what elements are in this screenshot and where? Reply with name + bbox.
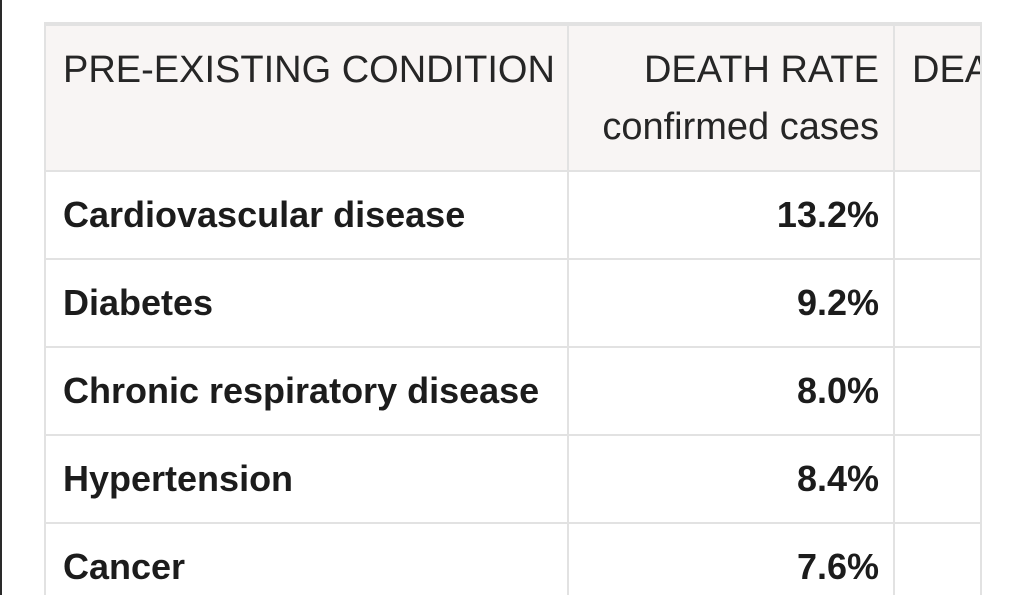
header-death-rate-label: DEATH RATE	[643, 49, 879, 91]
third-column-cell	[895, 260, 980, 346]
third-column-cell	[895, 524, 980, 595]
death-rate-cell: 9.2%	[796, 282, 879, 323]
table-row: Diabetes 9.2%	[46, 260, 980, 348]
header-condition[interactable]: PRE-EXISTING CONDITION	[46, 26, 569, 170]
death-rate-table: PRE-EXISTING CONDITION DEATH RATE confir…	[44, 22, 982, 595]
third-column-cell	[895, 348, 980, 434]
condition-cell: Cardiovascular disease	[63, 194, 466, 235]
table-header-row: PRE-EXISTING CONDITION DEATH RATE confir…	[46, 26, 980, 172]
death-rate-cell: 8.4%	[796, 458, 879, 499]
condition-cell: Diabetes	[63, 282, 214, 323]
column-divider	[567, 26, 569, 595]
table-row: Chronic respiratory disease 8.0%	[46, 348, 980, 436]
condition-cell: Cancer	[63, 546, 186, 587]
header-third-column[interactable]: DEA	[895, 26, 980, 170]
header-third-label: DEA	[912, 49, 980, 91]
third-column-cell	[895, 436, 980, 522]
table-row: Cardiovascular disease 13.2%	[46, 172, 980, 260]
header-death-rate-sublabel: confirmed cases	[602, 106, 879, 148]
header-condition-label: PRE-EXISTING CONDITION	[63, 49, 555, 91]
header-death-rate[interactable]: DEATH RATE confirmed cases	[569, 26, 895, 170]
table-row: Hypertension 8.4%	[46, 436, 980, 524]
third-column-cell	[895, 172, 980, 258]
death-rate-cell: 7.6%	[796, 546, 879, 587]
condition-cell: Chronic respiratory disease	[63, 370, 540, 411]
death-rate-cell: 8.0%	[796, 370, 879, 411]
window-edge	[0, 0, 2, 595]
column-divider	[893, 26, 895, 595]
condition-cell: Hypertension	[63, 458, 294, 499]
death-rate-cell: 13.2%	[776, 194, 879, 235]
table-row: Cancer 7.6%	[46, 524, 980, 595]
